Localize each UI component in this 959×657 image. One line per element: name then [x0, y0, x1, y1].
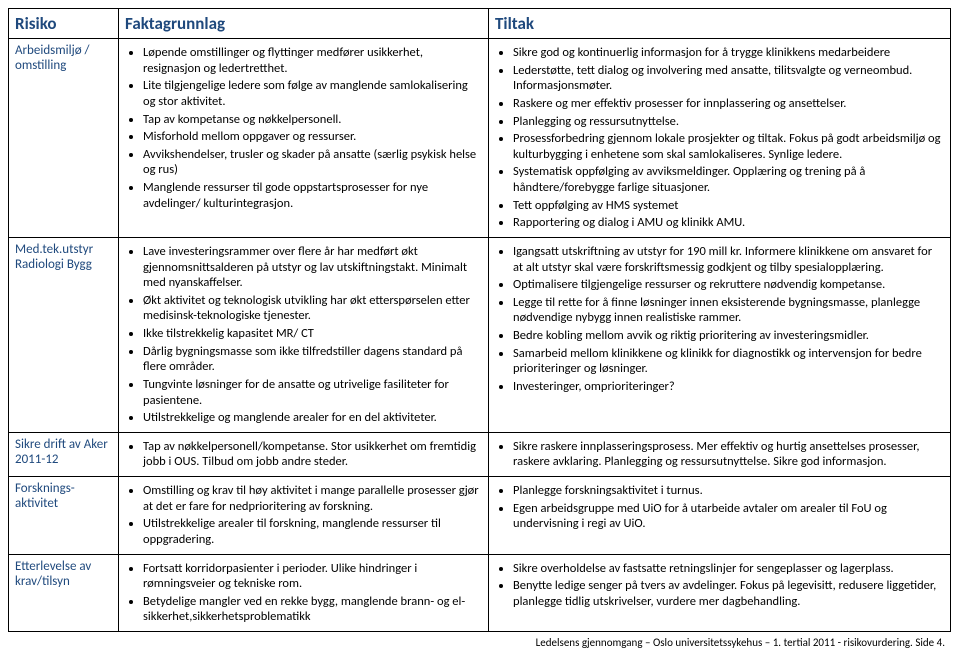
table-row: Sikre drift av Aker 2011-12 Tap av nøkkel…	[9, 432, 951, 476]
list-item: Fortsatt korridorpasienter i perioder. U…	[143, 561, 482, 592]
fakta-cell: Løpende omstillinger og flyttinger medfø…	[119, 39, 489, 238]
list-item: Dårlig bygningsmasse som ikke tilfredsti…	[143, 344, 482, 375]
fakta-list: Løpende omstillinger og flyttinger medfø…	[125, 45, 482, 211]
header-tiltak: Tiltak	[489, 9, 951, 39]
fakta-list: Tap av nøkkelpersonell/kompetanse. Stor …	[125, 439, 482, 470]
risk-cell: Med.tek.utstyr Radiologi Bygg	[9, 237, 119, 432]
tiltak-cell: Sikre overholdelse av fastsatte retnings…	[489, 554, 951, 632]
list-item: Tap av kompetanse og nøkkelpersonell.	[143, 112, 482, 128]
list-item: Sikre overholdelse av fastsatte retnings…	[513, 561, 944, 577]
list-item: Tap av nøkkelpersonell/kompetanse. Stor …	[143, 439, 482, 470]
list-item: Løpende omstillinger og flyttinger medfø…	[143, 45, 482, 76]
list-item: Systematisk oppfølging av avviksmeldinge…	[513, 164, 944, 195]
tiltak-cell: Sikre raskere innplasseringsprosess. Mer…	[489, 432, 951, 476]
page-footer: Ledelsens gjennomgang – Oslo universitet…	[8, 636, 951, 649]
list-item: Rapportering og dialog i AMU og klinikk …	[513, 215, 944, 231]
fakta-list: Lave investeringsrammer over flere år ha…	[125, 244, 482, 426]
tiltak-list: Sikre raskere innplasseringsprosess. Mer…	[495, 439, 944, 470]
risk-cell: Arbeidsmiljø / omstilling	[9, 39, 119, 238]
risk-cell: Etterlevelse av krav/tilsyn	[9, 554, 119, 632]
risk-cell: Sikre drift av Aker 2011-12	[9, 432, 119, 476]
list-item: Samarbeid mellom klinikkene og klinikk f…	[513, 346, 944, 377]
tiltak-list: Sikre overholdelse av fastsatte retnings…	[495, 561, 944, 610]
header-risiko: Risiko	[9, 9, 119, 39]
list-item: Sikre raskere innplasseringsprosess. Mer…	[513, 439, 944, 470]
list-item: Raskere og mer effektiv prosesser for in…	[513, 96, 944, 112]
list-item: Planlegge forskningsaktivitet i turnus.	[513, 483, 944, 499]
table-row: Med.tek.utstyr Radiologi Bygg Lave invest…	[9, 237, 951, 432]
risk-cell: Forsknings-aktivitet	[9, 477, 119, 555]
list-item: Lederstøtte, tett dialog og involvering …	[513, 63, 944, 94]
list-item: Misforhold mellom oppgaver og ressurser.	[143, 129, 482, 145]
list-item: Økt aktivitet og teknologisk utvikling h…	[143, 293, 482, 324]
list-item: Lave investeringsrammer over flere år ha…	[143, 244, 482, 291]
list-item: Legge til rette for å finne løsninger in…	[513, 295, 944, 326]
tiltak-cell: Planlegge forskningsaktivitet i turnus. E…	[489, 477, 951, 555]
fakta-cell: Lave investeringsrammer over flere år ha…	[119, 237, 489, 432]
risk-table: Risiko Faktagrunnlag Tiltak Arbeidsmiljø…	[8, 8, 951, 632]
list-item: Planlegging og ressursutnyttelse.	[513, 114, 944, 130]
tiltak-cell: Sikre god og kontinuerlig informasjon fo…	[489, 39, 951, 238]
table-header-row: Risiko Faktagrunnlag Tiltak	[9, 9, 951, 39]
list-item: Avvikshendelser, trusler og skader på an…	[143, 147, 482, 178]
list-item: Utilstrekkelige arealer til forskning, m…	[143, 516, 482, 547]
tiltak-list: Igangsatt utskriftning av utstyr for 190…	[495, 244, 944, 395]
list-item: Prosessforbedring gjennom lokale prosjek…	[513, 131, 944, 162]
fakta-list: Omstilling og krav til høy aktivitet i m…	[125, 483, 482, 548]
list-item: Optimalisere tilgjengelige ressurser og …	[513, 277, 944, 293]
list-item: Investeringer, omprioriteringer?	[513, 379, 944, 395]
tiltak-list: Sikre god og kontinuerlig informasjon fo…	[495, 45, 944, 231]
list-item: Betydelige mangler ved en rekke bygg, ma…	[143, 594, 482, 625]
list-item: Sikre god og kontinuerlig informasjon fo…	[513, 45, 944, 61]
fakta-cell: Tap av nøkkelpersonell/kompetanse. Stor …	[119, 432, 489, 476]
header-faktagrunnlag: Faktagrunnlag	[119, 9, 489, 39]
tiltak-list: Planlegge forskningsaktivitet i turnus. E…	[495, 483, 944, 532]
fakta-list: Fortsatt korridorpasienter i perioder. U…	[125, 561, 482, 626]
list-item: Tungvinte løsninger for de ansatte og ut…	[143, 377, 482, 408]
list-item: Benytte ledige senger på tvers av avdeli…	[513, 578, 944, 609]
list-item: Ikke tilstrekkelig kapasitet MR/ CT	[143, 326, 482, 342]
table-row: Forsknings-aktivitet Omstilling og krav t…	[9, 477, 951, 555]
list-item: Bedre kobling mellom avvik og riktig pri…	[513, 328, 944, 344]
list-item: Omstilling og krav til høy aktivitet i m…	[143, 483, 482, 514]
list-item: Lite tilgjengelige ledere som følge av m…	[143, 78, 482, 109]
list-item: Tett oppfølging av HMS systemet	[513, 198, 944, 214]
fakta-cell: Fortsatt korridorpasienter i perioder. U…	[119, 554, 489, 632]
fakta-cell: Omstilling og krav til høy aktivitet i m…	[119, 477, 489, 555]
tiltak-cell: Igangsatt utskriftning av utstyr for 190…	[489, 237, 951, 432]
table-row: Arbeidsmiljø / omstilling Løpende omstill…	[9, 39, 951, 238]
list-item: Utilstrekkelige og manglende arealer for…	[143, 410, 482, 426]
table-row: Etterlevelse av krav/tilsyn Fortsatt korr…	[9, 554, 951, 632]
list-item: Manglende ressurser til gode oppstartspr…	[143, 180, 482, 211]
list-item: Egen arbeidsgruppe med UiO for å utarbei…	[513, 501, 944, 532]
list-item: Igangsatt utskriftning av utstyr for 190…	[513, 244, 944, 275]
